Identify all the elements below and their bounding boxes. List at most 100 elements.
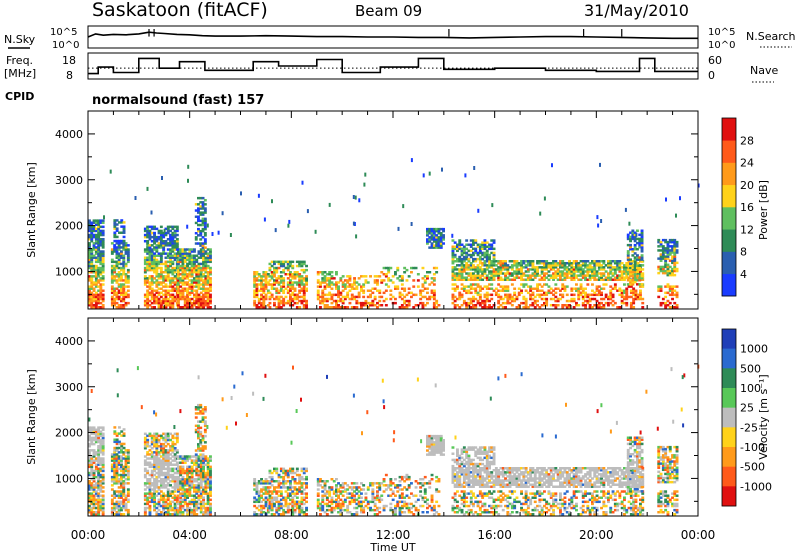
range-cell [197,496,201,499]
range-cell [190,500,194,504]
range-cell [458,247,462,251]
range-cell [203,240,207,243]
range-cell [92,453,96,456]
range-cell [204,258,208,262]
range-cell [543,196,546,201]
range-cell [638,268,642,272]
range-cell [166,304,170,307]
range-cell [183,488,187,491]
range-cell [332,277,336,280]
range-cell [291,293,295,297]
range-cell [526,274,530,277]
range-cell [190,285,194,288]
range-cell [483,293,487,297]
range-cell [97,432,101,436]
range-cell [197,277,201,280]
range-cell [177,287,180,290]
range-cell [206,289,210,292]
range-cell [99,475,103,479]
range-cell [360,304,363,307]
range-cell [143,240,147,243]
range-cell [394,287,397,290]
range-cell [581,270,585,273]
range-cell [421,289,425,292]
range-cell [164,513,168,516]
range-cell [464,173,467,178]
range-cell [639,270,642,273]
range-cell [199,467,203,471]
range-cell [113,502,117,506]
range-cell [162,275,166,278]
range-cell [483,255,487,259]
range-cell [325,297,329,301]
range-cell [255,295,259,299]
range-cell [488,243,491,246]
range-cell [506,266,510,269]
range-cell [164,502,168,506]
range-cell [565,270,569,273]
range-cell [391,275,395,278]
range-cell [124,293,128,297]
range-cell [328,297,332,301]
range-cell [186,252,189,255]
range-cell [428,238,432,241]
range-cell [364,299,368,303]
range-cell [620,293,624,297]
range-cell [540,285,544,288]
range-cell [396,268,400,272]
range-cell [155,279,159,282]
range-cell [186,289,189,292]
range-cell [201,223,205,227]
range-cell [458,272,462,275]
range-cell [600,268,603,271]
range-cell [155,490,159,493]
range-cell [458,306,462,309]
range-cell [171,277,175,280]
range-cell [179,266,183,270]
range-cell [295,297,299,301]
range-cell [110,488,114,491]
range-cell [442,234,445,237]
range-cell [467,301,471,305]
range-cell [153,434,156,438]
range-cell [552,266,555,269]
range-cell [120,469,123,473]
range-cell [159,299,163,303]
range-cell [540,266,544,269]
range-cell [282,279,286,282]
range-cell [146,229,150,233]
range-cell [492,247,496,251]
range-cell [195,488,199,491]
range-cell [483,276,487,279]
range-cell [253,498,257,502]
range-cell [595,274,599,277]
range-cell [274,228,277,233]
range-cell [478,260,482,263]
range-cell [99,283,103,286]
range-cell [439,234,443,237]
range-cell [162,486,166,489]
range-cell [148,231,152,235]
range-cell [199,480,203,483]
range-cell [118,440,121,444]
range-cell [90,513,94,516]
range-cell [162,242,166,245]
range-cell [240,191,242,196]
range-cell [673,255,677,258]
range-cell [97,498,101,502]
range-cell [90,275,94,278]
range-cell [143,279,147,282]
range-cell [481,253,485,257]
range-cell [113,471,117,475]
range-cell [169,256,172,259]
range-cell [492,264,496,267]
range-cell [465,272,469,275]
range-cell [268,275,272,278]
range-cell [203,424,207,428]
range-cell [179,297,183,301]
range-cell [547,270,551,273]
range-cell [97,511,101,514]
range-cell [536,270,539,273]
range-cell [565,274,569,277]
range-cell [520,291,523,295]
